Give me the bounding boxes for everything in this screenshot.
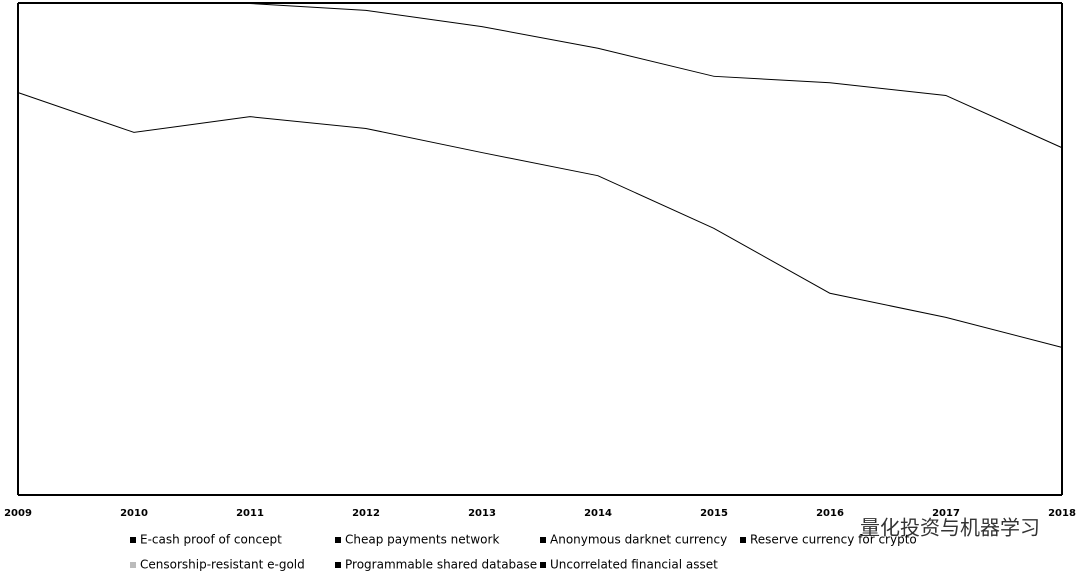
area <box>18 92 1062 495</box>
watermark: 量化投资与机器学习 <box>860 516 1040 540</box>
legend-marker <box>130 537 136 543</box>
legend-label: Anonymous darknet currency <box>550 533 727 547</box>
x-tick-label: 2016 <box>816 508 844 519</box>
legend-label: Cheap payments network <box>345 533 499 547</box>
x-tick-label: 2017 <box>932 508 960 519</box>
legend-marker <box>130 562 136 568</box>
legend-marker <box>335 562 341 568</box>
x-tick-label: 2015 <box>700 508 728 519</box>
area <box>18 3 1062 148</box>
legend-marker <box>540 537 546 543</box>
x-tick-label: 2011 <box>236 508 264 519</box>
legend-label: E-cash proof of concept <box>140 533 282 547</box>
legend-marker <box>740 537 746 543</box>
x-tick-label: 2009 <box>4 508 32 519</box>
x-tick-label: 2014 <box>584 508 612 519</box>
legend-marker <box>540 562 546 568</box>
x-tick-label: 2018 <box>1048 508 1076 519</box>
legend-label: Reserve currency for crypto <box>750 533 917 547</box>
legend-label: Programmable shared database <box>345 558 537 572</box>
legend-label: Uncorrelated financial asset <box>550 558 718 572</box>
x-tick-label: 2013 <box>468 508 496 519</box>
x-tick-label: 2012 <box>352 508 380 519</box>
legend-label: Censorship-resistant e-gold <box>140 558 305 572</box>
legend-marker <box>335 537 341 543</box>
area <box>18 3 1062 347</box>
x-tick-label: 2010 <box>120 508 148 519</box>
